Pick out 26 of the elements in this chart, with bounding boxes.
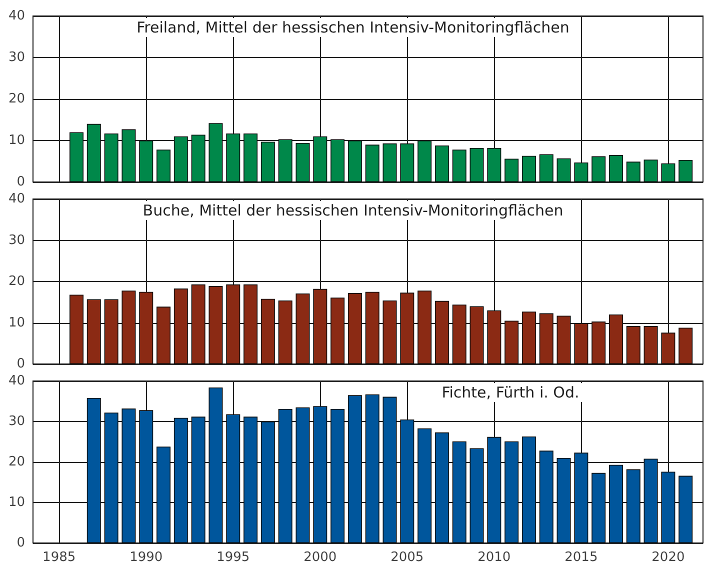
y-tick-label: 30 xyxy=(8,414,25,429)
y-tick-label: 40 xyxy=(8,8,25,24)
y-tick-label: 0 xyxy=(16,174,25,190)
y-tick-label: 40 xyxy=(8,374,25,388)
y-tick-label: 20 xyxy=(8,274,25,289)
y-tick-label: 10 xyxy=(8,495,25,510)
x-tick-label: 2000 xyxy=(304,550,337,564)
y-tick-label: 40 xyxy=(8,192,25,206)
y-tick-label: 10 xyxy=(8,133,25,148)
y-tick-label: 20 xyxy=(8,454,25,470)
x-tick-label: 2010 xyxy=(478,550,511,564)
chart-title: Fichte, Fürth i. Od. xyxy=(442,384,580,402)
y-tick-label: 30 xyxy=(8,232,25,248)
x-tick-label: 1990 xyxy=(130,550,163,564)
x-tick-label: 1985 xyxy=(42,550,76,564)
chart-title: Buche, Mittel der hessischen Intensiv-Monitoringflächen xyxy=(142,202,564,220)
x-tick-label: 2015 xyxy=(564,550,598,564)
y-tick-label: 0 xyxy=(16,536,25,550)
y-tick-label: 10 xyxy=(8,315,25,330)
y-tick-label: 0 xyxy=(16,356,25,372)
y-tick-label: 30 xyxy=(8,50,25,65)
chart-title: Freiland, Mittel der hessischen Intensiv-Monitoringflächen xyxy=(136,18,570,36)
x-tick-label: 2005 xyxy=(390,550,424,564)
x-tick-label: 1995 xyxy=(216,550,250,564)
x-tick-label: 2020 xyxy=(652,550,685,564)
y-tick-label: 20 xyxy=(8,92,25,106)
